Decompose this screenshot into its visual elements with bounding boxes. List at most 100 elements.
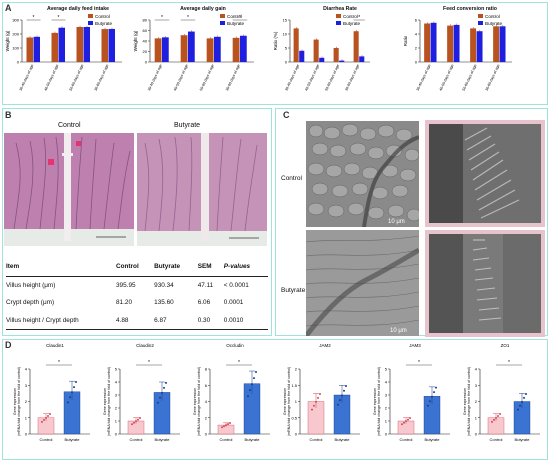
bar: [180, 35, 188, 62]
data-point: [405, 420, 407, 423]
data-point: [517, 408, 519, 411]
y-tick-label: 15: [283, 18, 288, 23]
y-tick-label: 5: [385, 367, 388, 372]
data-point: [69, 396, 71, 399]
bar: [51, 32, 58, 62]
bar: [154, 38, 162, 62]
data-point: [71, 391, 73, 394]
y-axis-label: Gene expression: [373, 388, 377, 415]
sem-scale-butyrate: 10 μm: [390, 328, 407, 334]
data-point: [165, 381, 167, 384]
bar: [213, 36, 221, 62]
y-tick-label: 1.5: [291, 383, 297, 388]
y-axis-label: (mRNA fold change from the fold of contr…: [197, 367, 201, 436]
y-tick-label: 2: [475, 399, 478, 404]
x-tick-label: 30-40 days of age: [284, 64, 300, 92]
chart-a4-title: Feed conversion ratio: [443, 6, 497, 12]
data-point: [429, 400, 431, 403]
chart-d3: Occludin 0 2 4 6 8 Gene expression (mRNA fold c…: [193, 343, 270, 442]
chart-d6: ZO1 0 1 2 3 4 Gene expression (mRNA fold change…: [463, 343, 540, 442]
data-point: [161, 391, 163, 394]
y-axis-label: Gene expression: [103, 388, 107, 415]
legend-label: Butyrate: [95, 21, 113, 26]
data-point: [491, 420, 493, 423]
y-axis-label: Gene expression: [193, 388, 197, 415]
x-tick-label: Control: [220, 437, 233, 442]
legend-swatch: [336, 21, 341, 25]
y-tick-label: 2: [415, 46, 418, 51]
table-cell: 4.88: [116, 316, 129, 324]
panel-label-d: D: [5, 340, 12, 350]
chart-title: ZO1: [501, 343, 510, 348]
bar: [476, 31, 483, 62]
x-tick-label: Butyrate: [425, 437, 441, 442]
data-point: [227, 423, 229, 426]
legend-label: Butyrate: [227, 21, 245, 26]
bar: [101, 29, 108, 63]
y-axis-label: Gene expression: [463, 388, 467, 415]
y-tick-label: 1: [115, 419, 118, 424]
data-point: [45, 416, 47, 419]
y-tick-label: 0: [205, 432, 208, 437]
data-point: [49, 413, 51, 416]
x-tick-label: Butyrate: [335, 437, 351, 442]
data-point: [431, 395, 433, 398]
sem-butyrate-image: 10 μm: [306, 230, 419, 336]
table-header-butyrate: Butyrate: [154, 263, 181, 271]
chart-title: Claudin1: [46, 343, 64, 348]
y-tick-label: 80: [143, 18, 148, 23]
y-axis-label: Gene expression: [13, 388, 17, 415]
data-point: [345, 385, 347, 388]
bar: [313, 39, 319, 62]
bar: [299, 50, 305, 62]
data-point: [319, 393, 321, 396]
y-tick-label: 100: [12, 46, 19, 51]
bar: [161, 37, 169, 62]
sem-butyrate-label: Butyrate: [281, 287, 306, 294]
bar: [333, 48, 339, 62]
chart-a2: 0 20 40 60 80 Weight (g) 30-40 days of age 40-5…: [133, 14, 254, 92]
bar: [499, 26, 506, 62]
sig-star: *: [161, 15, 163, 21]
data-point: [493, 418, 495, 421]
y-tick-label: 0: [145, 60, 148, 65]
table-row: Villus height (μm) 395.95 930.34 47.11 <…: [6, 276, 268, 294]
sig-star: *: [358, 15, 360, 21]
legend-swatch: [220, 21, 225, 25]
legend-swatch: [88, 21, 93, 25]
legend-label: Control: [95, 14, 110, 19]
data-point: [43, 418, 45, 421]
histology-control-image: [4, 133, 134, 246]
y-tick-label: 0.5: [291, 415, 297, 420]
data-point: [435, 386, 437, 389]
data-point: [75, 381, 77, 384]
table-header-item: Item: [6, 263, 20, 271]
sig-star: *: [187, 15, 189, 21]
bar: [239, 35, 247, 62]
y-tick-label: 1: [295, 399, 298, 404]
table-row: Crypt depth (μm) 81.20 135.60 6.06 0.000…: [6, 294, 268, 312]
y-tick-label: 8: [205, 367, 208, 372]
histology-butyrate-label: Butyrate: [174, 122, 201, 129]
x-tick-label: 50-60 days of age: [69, 64, 85, 92]
y-tick-label: 5: [115, 367, 118, 372]
chart-a3: 0 5 10 15 Ratio (%) 30-40 days of age 40-50 da…: [273, 14, 370, 92]
y-tick-label: 2: [25, 399, 28, 404]
histology-control-label: Control: [58, 122, 81, 129]
data-point: [523, 396, 525, 399]
y-tick-label: 4: [475, 367, 478, 372]
data-point: [337, 403, 339, 406]
panel-label-c: C: [283, 110, 290, 120]
data-point: [525, 393, 527, 396]
bar: [76, 27, 83, 62]
bar: [232, 37, 240, 62]
x-tick-label: Butyrate: [65, 437, 81, 442]
table-header-sem: SEM: [197, 263, 212, 271]
y-tick-label: 3: [115, 393, 118, 398]
bar: [83, 27, 90, 62]
panel-d: [2, 339, 548, 460]
y-axis-label: (mRNA fold change from the fold of contr…: [287, 367, 291, 436]
chart-a1-title: Average daily feed intake: [46, 6, 110, 12]
sig-star: *: [238, 360, 240, 366]
y-axis-label: Weight (g): [5, 30, 10, 51]
